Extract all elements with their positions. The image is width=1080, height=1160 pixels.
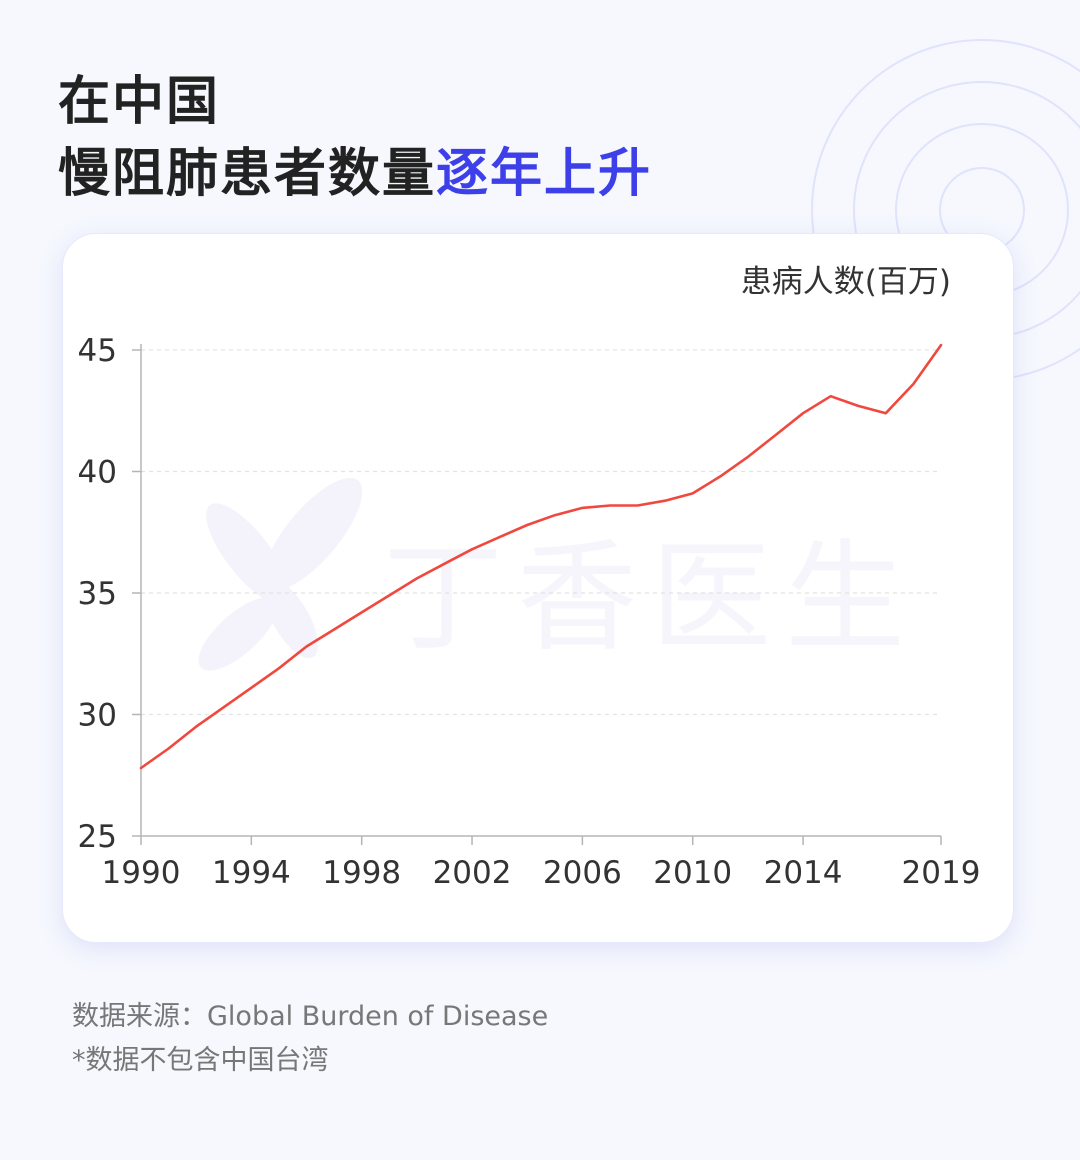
- data-point: [167, 747, 170, 750]
- x-tick-label: 2010: [653, 855, 732, 891]
- gridlines: [141, 349, 941, 716]
- data-point: [471, 548, 473, 551]
- data-point: [885, 412, 887, 414]
- y-tick-label: 25: [78, 819, 117, 855]
- data-point: [388, 594, 391, 597]
- y-axis-label: 患病人数(百万): [740, 264, 951, 300]
- exclusion-note: *数据不包含中国台湾: [72, 1045, 329, 1076]
- data-point: [443, 563, 446, 565]
- data-point: [222, 706, 225, 709]
- data-point: [498, 536, 501, 538]
- y-tick-label: 45: [78, 333, 117, 369]
- data-point: [829, 395, 832, 397]
- footer: 数据来源：Global Burden of Disease *数据不包含中国台湾: [72, 995, 548, 1083]
- data-point: [747, 456, 749, 458]
- data-point: [526, 524, 529, 526]
- title-line-1: 在中国: [58, 72, 221, 132]
- series-line: [139, 343, 943, 770]
- data-point: [912, 383, 915, 385]
- y-axis-ticks: 25 30 35 40 45: [78, 333, 141, 855]
- data-point: [691, 492, 694, 495]
- y-tick-label: 40: [78, 455, 117, 491]
- y-tick-label: 35: [78, 576, 117, 612]
- x-tick-label: 1994: [212, 855, 291, 891]
- x-tick-label: 2014: [764, 855, 843, 891]
- x-tick-label: 2006: [543, 855, 622, 891]
- data-point: [278, 667, 280, 670]
- watermark: 丁香医生: [198, 477, 919, 671]
- line-chart: 丁香医生 25 30 35 40 45 1990 1994 1998 2002 2006 2010…: [78, 333, 981, 891]
- data-point: [664, 499, 666, 502]
- data-point: [416, 577, 418, 580]
- flower-logo-icon: [198, 477, 363, 671]
- axes: [140, 344, 941, 837]
- data-point: [305, 645, 308, 648]
- data-point: [553, 514, 556, 517]
- data-point: [360, 611, 363, 614]
- data-point: [719, 475, 722, 478]
- data-point: [581, 507, 584, 509]
- data-point: [333, 628, 335, 631]
- data-point: [636, 504, 639, 507]
- page-title: 在中国 慢阻肺患者数量逐年上升: [58, 66, 652, 210]
- x-tick-label: 2019: [902, 855, 981, 891]
- watermark-text: 丁香医生: [383, 529, 919, 668]
- data-point: [140, 767, 142, 769]
- data-point: [609, 504, 611, 507]
- data-point: [857, 405, 860, 407]
- title-highlight: 逐年上升: [436, 144, 653, 204]
- x-tick-label: 2002: [433, 855, 512, 891]
- source-note: 数据来源：Global Burden of Disease: [72, 1001, 549, 1032]
- x-tick-label: 1990: [102, 855, 181, 891]
- y-tick-label: 30: [78, 698, 117, 734]
- x-axis-ticks: 1990 1994 1998 2002 2006 2010 2014 2019: [102, 836, 981, 891]
- data-point: [774, 434, 777, 436]
- chart-card: 丁香医生 25 30 35 40 45 1990 1994 1998 2002 2006 2010…: [62, 233, 1014, 943]
- title-line-2: 慢阻肺患者数量: [58, 144, 437, 204]
- data-point: [940, 344, 942, 346]
- series-group: [139, 343, 943, 770]
- x-tick-label: 1998: [322, 855, 401, 891]
- data-point: [250, 686, 253, 689]
- data-point: [802, 412, 804, 414]
- data-point: [195, 725, 197, 728]
